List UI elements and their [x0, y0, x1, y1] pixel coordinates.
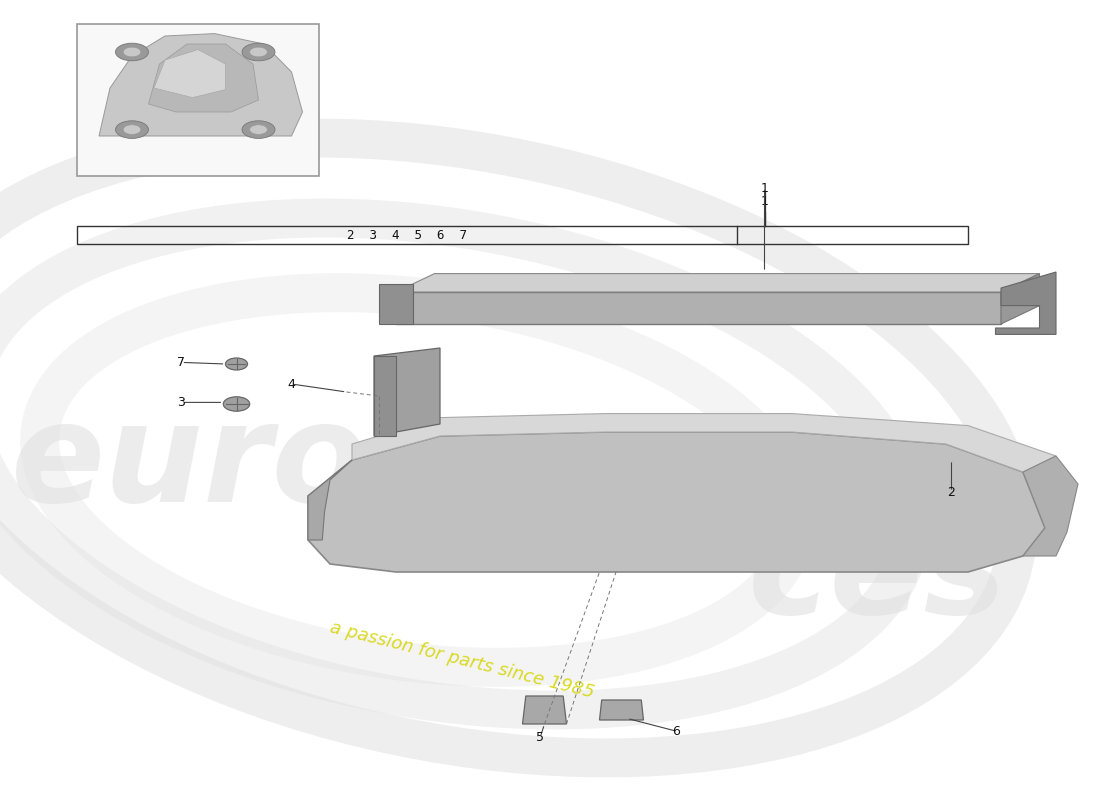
Text: 2  3  4  5  6  7: 2 3 4 5 6 7	[346, 229, 468, 242]
Text: 1: 1	[760, 195, 769, 208]
Ellipse shape	[242, 121, 275, 138]
Text: 2: 2	[947, 486, 956, 498]
Ellipse shape	[223, 397, 250, 411]
Polygon shape	[374, 356, 396, 436]
Polygon shape	[308, 432, 1045, 572]
Ellipse shape	[242, 43, 275, 61]
Bar	[77, 24, 319, 176]
Polygon shape	[600, 700, 643, 720]
Text: euro: euro	[11, 397, 368, 531]
Text: 3: 3	[177, 396, 186, 409]
Text: 6: 6	[672, 725, 681, 738]
Text: 4: 4	[287, 378, 296, 390]
Text: 5: 5	[536, 731, 544, 744]
Polygon shape	[352, 414, 1056, 472]
Polygon shape	[1023, 456, 1078, 556]
Ellipse shape	[226, 358, 248, 370]
Ellipse shape	[116, 43, 148, 61]
Polygon shape	[1001, 274, 1040, 324]
Polygon shape	[308, 460, 352, 540]
Text: 1: 1	[760, 182, 769, 194]
Polygon shape	[522, 696, 566, 724]
Polygon shape	[99, 34, 302, 136]
Text: ces: ces	[748, 509, 1008, 643]
Polygon shape	[154, 50, 226, 98]
Ellipse shape	[123, 125, 141, 134]
Polygon shape	[996, 272, 1056, 334]
Ellipse shape	[250, 47, 267, 57]
Polygon shape	[374, 348, 440, 436]
Polygon shape	[148, 44, 258, 112]
Bar	[77, 226, 968, 244]
Polygon shape	[379, 284, 412, 324]
Ellipse shape	[250, 125, 267, 134]
Polygon shape	[396, 292, 1001, 324]
Ellipse shape	[116, 121, 148, 138]
Text: 7: 7	[177, 356, 186, 369]
Polygon shape	[396, 274, 1040, 292]
Text: a passion for parts since 1985: a passion for parts since 1985	[328, 618, 596, 702]
Ellipse shape	[123, 47, 141, 57]
